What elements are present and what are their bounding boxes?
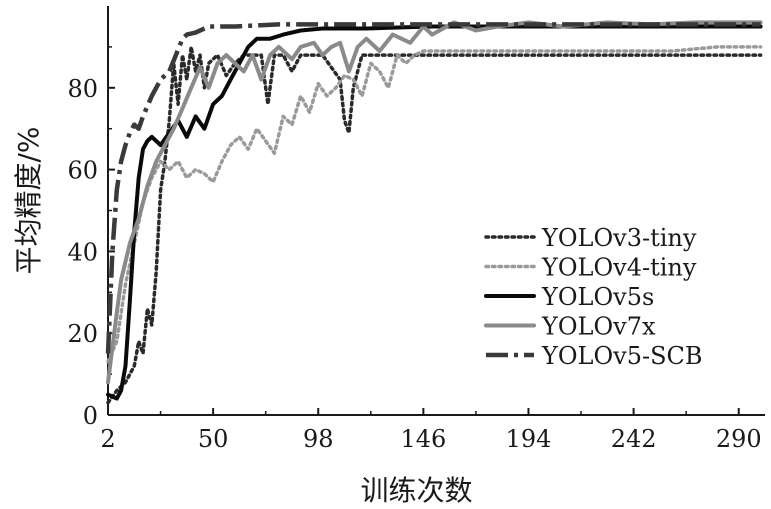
series-line-0: [106, 45, 763, 405]
y-axis-label: 平均精度/%: [12, 126, 45, 274]
y-tick-label: 0: [83, 402, 98, 430]
series-line-1: [106, 45, 763, 364]
x-tick-label: 2: [100, 425, 115, 453]
y-tick-label: 80: [67, 75, 98, 103]
legend-label-2: YOLOv5s: [541, 283, 654, 311]
legend-label-4: YOLOv5-SCB: [541, 342, 703, 370]
legend-label-3: YOLOv7x: [541, 313, 656, 341]
legend: YOLOv3-tinyYOLOv4-tinyYOLOv5sYOLOv7xYOLO…: [484, 224, 703, 370]
y-tick-label: 20: [67, 320, 98, 348]
y-tick-label: 60: [67, 157, 98, 185]
y-tick-label: 40: [67, 238, 98, 266]
series-line-4: [105, 22, 761, 354]
legend-label-1: YOLOv4-tiny: [541, 254, 697, 282]
legend-label-0: YOLOv3-tiny: [541, 224, 697, 252]
x-tick-label: 242: [611, 425, 657, 453]
series-layer: [105, 20, 763, 405]
axes: 0 20 40 60 80 2 50 98 146 194 242 290: [67, 6, 765, 453]
x-tick-label: 146: [400, 425, 446, 453]
x-axis-label: 训练次数: [360, 474, 472, 507]
x-tick-label: 290: [716, 425, 762, 453]
series-line-3: [106, 20, 763, 385]
x-tick-label: 98: [303, 425, 334, 453]
x-tick-label: 194: [506, 425, 552, 453]
x-tick-label: 50: [198, 425, 229, 453]
